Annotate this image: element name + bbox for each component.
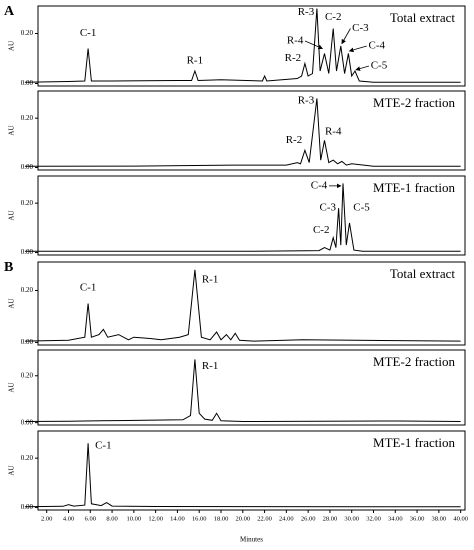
x-tick-label: 34.00 <box>388 515 403 522</box>
peak-label: C-5 <box>353 202 370 214</box>
peak-arrow <box>355 65 370 71</box>
y-axis-label: AU <box>8 125 16 135</box>
y-tick-label: 0.20 <box>21 114 34 122</box>
x-tick-label: 30.00 <box>344 515 359 522</box>
peak-label: R-4 <box>325 125 342 137</box>
panel-frame <box>37 349 466 426</box>
peak-label: R-1 <box>202 274 219 286</box>
y-axis-label: AU <box>8 298 16 308</box>
panel-label: A <box>4 4 15 19</box>
panel-title: Total extract <box>390 10 456 25</box>
x-tick-label: 28.00 <box>323 515 338 522</box>
panel-title: MTE-1 fraction <box>373 180 455 195</box>
x-tick-label: 40.00 <box>453 515 468 522</box>
y-tick-label: 0.00 <box>21 418 34 426</box>
peak-label: R-4 <box>287 35 304 47</box>
panel-title: Total extract <box>390 266 456 281</box>
chromatogram-trace <box>24 359 461 423</box>
peak-label: C-2 <box>325 11 342 23</box>
peak-label: C-4 <box>311 179 328 191</box>
y-tick-label: 0.00 <box>21 79 34 87</box>
x-tick-label: 4.00 <box>63 515 74 522</box>
y-axis-label: AU <box>8 465 16 475</box>
panel-frame <box>37 5 466 87</box>
chromatogram-trace <box>24 98 461 167</box>
peak-label: R-3 <box>298 6 315 18</box>
peak-label: R-3 <box>298 94 315 106</box>
peak-label: R-1 <box>202 360 219 372</box>
chromatogram-trace <box>24 8 461 83</box>
y-tick-label: 0.20 <box>21 371 34 379</box>
peak-label: C-5 <box>371 60 388 72</box>
panel-frame <box>37 90 466 171</box>
y-tick-label: 0.00 <box>21 338 34 346</box>
x-tick-label: 24.00 <box>279 515 294 522</box>
x-tick-label: 22.00 <box>257 515 272 522</box>
panel-title: MTE-2 fraction <box>373 95 455 110</box>
peak-arrow <box>341 28 351 45</box>
x-tick-label: 6.00 <box>85 515 96 522</box>
peak-label: R-2 <box>285 52 302 64</box>
chromatogram-trace <box>24 443 461 508</box>
y-tick-label: 0.20 <box>21 29 34 37</box>
chromatogram-trace <box>24 183 461 252</box>
peak-label: C-1 <box>80 281 97 293</box>
x-tick-label: 36.00 <box>410 515 425 522</box>
y-axis-label: AU <box>8 210 16 220</box>
x-tick-label: 16.00 <box>192 515 207 522</box>
y-tick-label: 0.20 <box>21 454 34 462</box>
peak-label: R-2 <box>286 134 303 146</box>
peak-arrow <box>304 40 324 50</box>
x-tick-label: 32.00 <box>366 515 381 522</box>
peak-label: C-3 <box>352 22 369 34</box>
panel-title: MTE-1 fraction <box>373 435 455 450</box>
peak-label: R-1 <box>187 55 204 67</box>
panel-frame <box>37 430 466 511</box>
y-tick-label: 0.00 <box>21 248 34 256</box>
peak-label: C-4 <box>369 40 386 52</box>
x-tick-label: 18.00 <box>214 515 229 522</box>
x-tick-label: 26.00 <box>301 515 316 522</box>
y-axis-label: AU <box>8 382 16 392</box>
x-tick-label: 8.00 <box>106 515 117 522</box>
peak-label: C-3 <box>320 202 337 214</box>
panel-frame <box>37 175 466 256</box>
peak-label: C-1 <box>95 439 112 451</box>
chromatogram-trace <box>24 269 461 342</box>
x-axis-label: Minutes <box>240 536 263 544</box>
x-tick-label: 10.00 <box>127 515 142 522</box>
panel-title: MTE-2 fraction <box>373 354 455 369</box>
peak-arrow <box>348 45 367 53</box>
x-tick-label: 12.00 <box>148 515 163 522</box>
x-tick-label: 2.00 <box>41 515 52 522</box>
x-tick-label: 20.00 <box>235 515 250 522</box>
y-axis-label: AU <box>8 41 16 51</box>
x-tick-label: 38.00 <box>432 515 447 522</box>
y-tick-label: 0.00 <box>21 163 34 171</box>
x-tick-label: 14.00 <box>170 515 185 522</box>
peak-label: C-1 <box>80 27 97 39</box>
y-tick-label: 0.20 <box>21 199 34 207</box>
panel-frame <box>37 261 466 346</box>
y-tick-label: 0.20 <box>21 286 34 294</box>
peak-label: C-2 <box>313 224 330 236</box>
panel-label: B <box>4 260 13 275</box>
